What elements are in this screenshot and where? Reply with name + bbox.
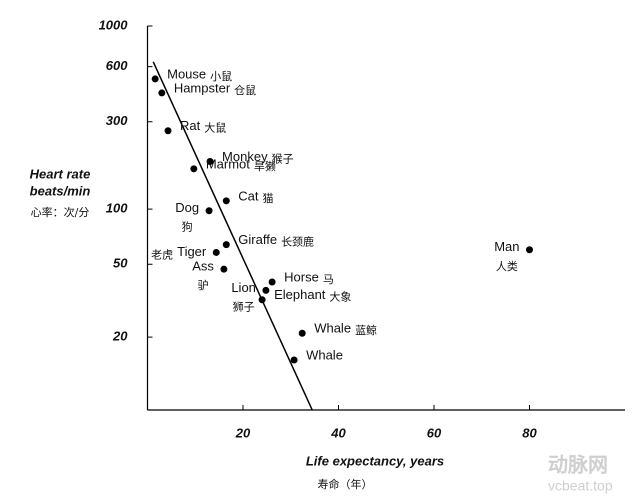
point <box>222 197 230 205</box>
point <box>258 296 266 304</box>
x-label: 寿命（年） <box>318 477 373 491</box>
y-tick-label: 20 <box>112 329 128 344</box>
point <box>222 241 230 249</box>
point-label: Lion <box>231 280 256 295</box>
point-label-zh: 狮子 <box>233 300 255 313</box>
point-label: Tiger <box>177 244 207 259</box>
point-label-zh: 大鼠 <box>204 121 226 135</box>
point-label-zh: 人类 <box>496 259 518 273</box>
point-label-zh: 猴子 <box>272 152 294 166</box>
point-label-zh: 老虎 <box>151 248 173 261</box>
point <box>262 286 270 294</box>
point <box>220 265 228 273</box>
y-label: Heart rate <box>30 166 91 181</box>
point-label: Elephant <box>274 287 326 302</box>
point <box>190 165 198 173</box>
y-tick-label: 50 <box>113 256 128 271</box>
point-label: Whale <box>314 321 351 336</box>
point-label-zh: 马 <box>323 273 334 286</box>
point-label-zh: 小鼠 <box>210 69 232 83</box>
point <box>164 127 172 135</box>
x-tick-label: 40 <box>330 425 346 440</box>
fit-line <box>152 61 313 411</box>
x-tick-label: 20 <box>235 425 251 440</box>
point-label: Dog <box>175 200 199 215</box>
y-label: beats/min <box>30 183 91 198</box>
point <box>158 89 166 97</box>
point-label-zh: 长颈鹿 <box>281 235 314 249</box>
point-label: Rat <box>180 118 201 133</box>
x-label: Life expectancy, years <box>306 453 444 468</box>
watermark: 动脉网 <box>548 452 608 476</box>
point-label-zh: 仓鼠 <box>234 83 256 97</box>
x-tick-label: 60 <box>427 425 442 440</box>
point-label-zh: 蓝鲸 <box>355 323 377 337</box>
y-tick-label: 1000 <box>99 17 129 32</box>
point <box>151 75 159 83</box>
y-label: 心率：次/分 <box>31 205 90 219</box>
x-tick-label: 80 <box>522 425 537 440</box>
point <box>268 278 276 286</box>
point-label: Cat <box>238 188 259 203</box>
point-label: Hampster <box>174 80 231 95</box>
point-label-zh: 大象 <box>329 290 351 304</box>
point-label-zh: 狗 <box>182 221 193 234</box>
point <box>298 329 306 337</box>
point-label-zh: 驴 <box>198 278 209 292</box>
point-label: Horse <box>284 269 319 284</box>
point-label: Monkey <box>222 149 268 164</box>
watermark: vcbeat.top <box>548 478 613 494</box>
point-label-zh: 猫 <box>263 192 274 205</box>
y-tick-label: 300 <box>106 113 128 128</box>
point-label: Mouse <box>167 66 206 81</box>
point-label: Ass <box>192 259 214 274</box>
point <box>212 248 220 256</box>
point-label-zh: 旱獭 <box>254 160 276 173</box>
point-label: Marmot <box>206 156 250 171</box>
y-tick-label: 100 <box>106 201 128 216</box>
y-tick-label: 600 <box>106 58 128 73</box>
point <box>290 356 298 364</box>
point <box>526 246 533 254</box>
point <box>205 207 213 215</box>
point-label: Man <box>494 239 519 254</box>
point-label: Giraffe <box>238 232 277 247</box>
point <box>206 158 214 166</box>
point-label: Whale <box>306 347 343 362</box>
